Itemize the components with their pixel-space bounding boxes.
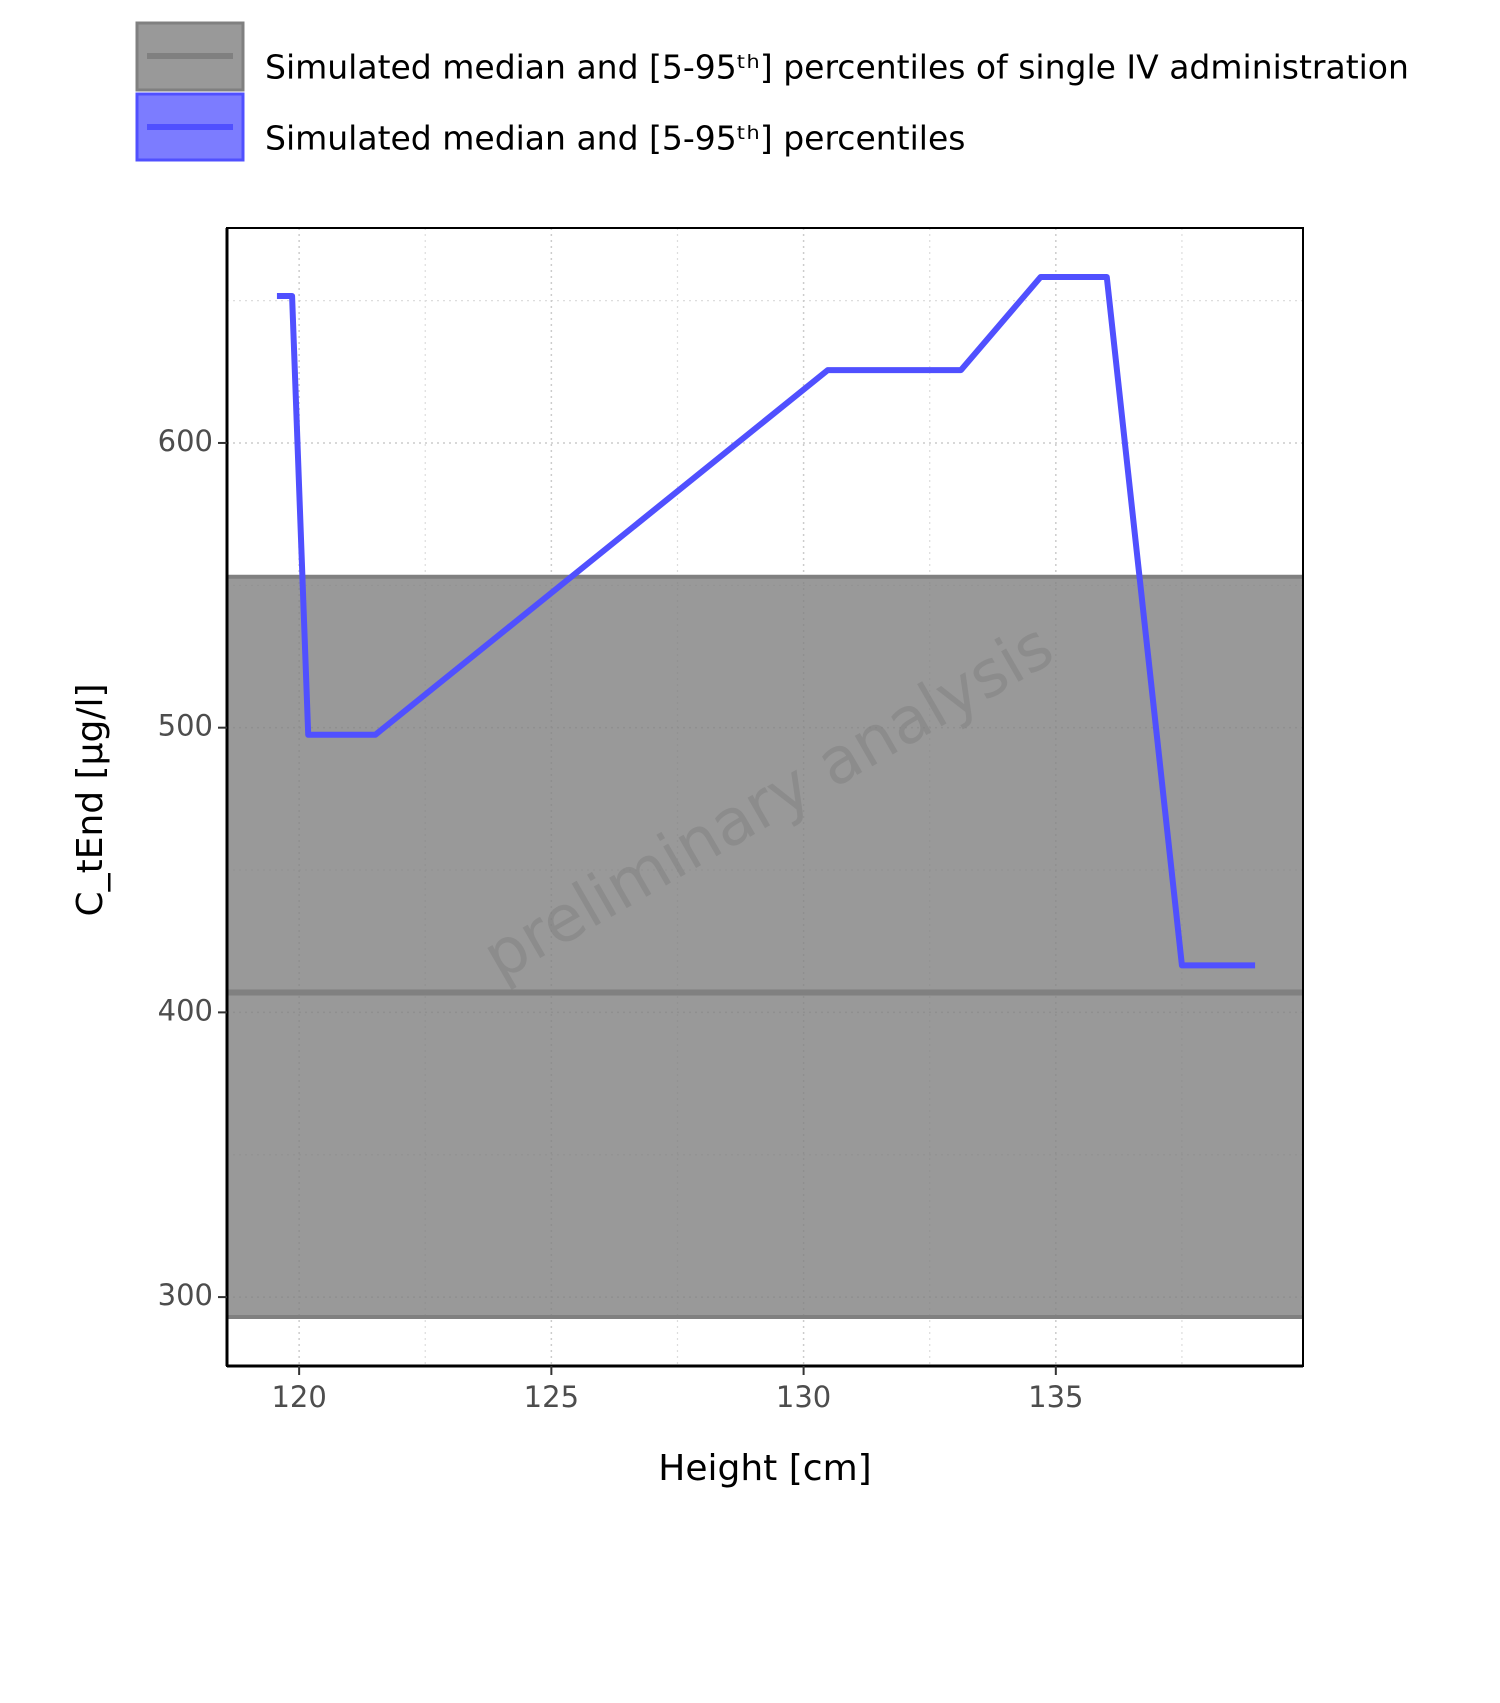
x-tick-label: 125 (524, 1380, 579, 1414)
series-line (276, 273, 1256, 969)
x-tick-label: 135 (1028, 1380, 1083, 1414)
x-tick-label: 130 (776, 1380, 831, 1414)
y-tick-label: 600 (158, 424, 213, 458)
y-axis-title: C_tEnd [µg/l] (70, 683, 111, 916)
x-tick-label: 120 (271, 1380, 326, 1414)
legend-label: Simulated median and [5-95ᵗʰ] percentile… (265, 48, 1409, 87)
y-tick-label: 500 (158, 709, 213, 743)
y-tick-label: 400 (158, 993, 213, 1027)
x-axis-title: Height [cm] (658, 1448, 871, 1489)
legend-label: Simulated median and [5-95ᵗʰ] percentile… (265, 119, 965, 158)
y-tick-label: 300 (158, 1278, 213, 1312)
reference-band (227, 576, 1303, 1318)
